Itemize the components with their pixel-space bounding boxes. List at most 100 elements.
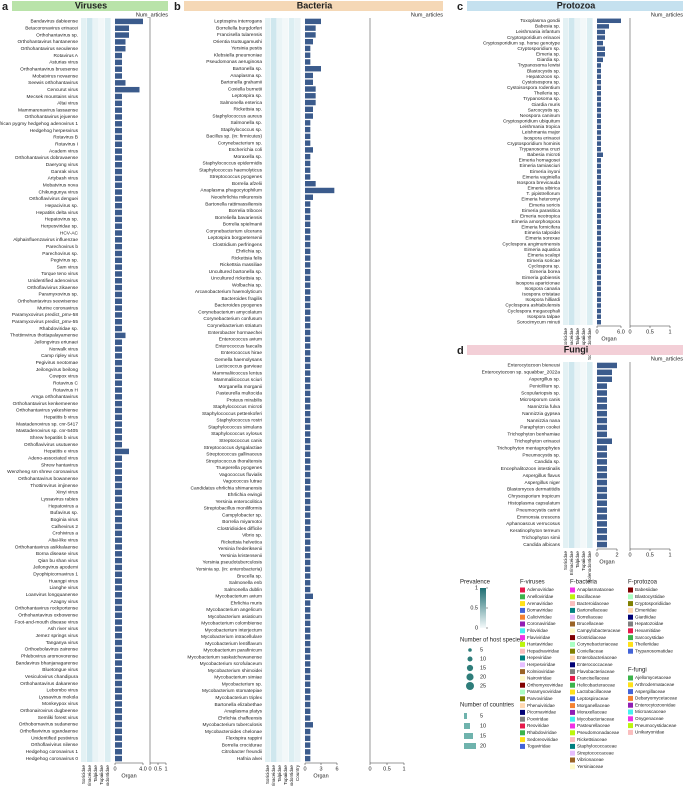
legend-label: Arthrodermataceae <box>635 682 675 687</box>
x-tick-label: 2 <box>615 552 618 558</box>
row-label: Altai virus <box>57 101 78 107</box>
bar <box>115 175 122 182</box>
row-label: Orthoflavivirus denguei <box>29 196 78 202</box>
legend-label: Enterococcaceae <box>577 662 613 667</box>
x-tick-label: 0 <box>148 766 151 772</box>
bar <box>597 91 601 96</box>
column-label: Talpidae <box>575 551 580 569</box>
row-label: Mastadenovirus sp. cnr-5417 <box>16 421 78 427</box>
bar <box>597 514 607 520</box>
row-label: Giardia muris <box>531 102 560 108</box>
bar <box>597 113 601 118</box>
heatmap-column <box>569 362 575 548</box>
row-label: Isospora erinacei <box>523 135 560 141</box>
bar <box>597 180 601 185</box>
heatmap-column <box>575 362 581 548</box>
bar <box>115 73 122 79</box>
row-label: Staphylococcus rostri <box>216 418 262 424</box>
legend-swatch <box>570 628 575 634</box>
legend-swatch <box>628 648 633 654</box>
row-label: Borrelia spielmanii <box>223 222 262 228</box>
row-label: Yersinia frederiksenii <box>218 546 262 552</box>
legend-swatch <box>520 696 525 702</box>
row-label: Microsporum canis <box>520 397 561 403</box>
bar <box>115 39 126 45</box>
row-label: Clostridioides difficile <box>217 526 262 532</box>
panel-title: Protozoa <box>557 0 596 10</box>
bar <box>115 168 122 175</box>
row-label: Jeilongvirus beilong <box>36 367 78 373</box>
bar <box>597 74 601 79</box>
bar <box>115 660 122 666</box>
row-label: Corynebacterium confusum <box>203 316 262 322</box>
column-label: Soricidae <box>563 328 568 348</box>
bar <box>305 451 311 457</box>
bar <box>305 126 311 133</box>
row-label: Enterobacter hormaechei <box>208 330 262 336</box>
row-label: Orthoebolavirus zairense <box>25 647 79 653</box>
x-tick-label: 1 <box>668 329 671 335</box>
row-label: Aspergillus sp. <box>529 376 560 382</box>
legend-swatch <box>570 607 575 613</box>
row-label: Uncultured rickettsia sp. <box>211 276 262 282</box>
legend-label: Leptospiraceae <box>577 696 609 701</box>
bar <box>305 99 316 106</box>
bar <box>597 52 605 57</box>
bar <box>305 329 311 336</box>
bar <box>597 466 607 472</box>
legend-swatch <box>520 682 525 688</box>
legend-swatch <box>520 675 525 681</box>
bar <box>115 223 122 229</box>
bar <box>115 93 122 100</box>
legend-swatch <box>570 635 575 641</box>
row-label: Hepatitis b virus <box>44 415 79 421</box>
row-label: Salmonella enb <box>229 580 262 586</box>
row-label: Corynebacterium sp. <box>218 140 262 146</box>
bar <box>305 38 313 45</box>
row-label: Monkeypox virus <box>42 701 79 707</box>
row-label: Orthohantavirus bowanense <box>18 476 78 482</box>
legend-title: F-viruses <box>520 580 545 586</box>
legend-label: Paramyxoviridae <box>527 689 562 694</box>
bar <box>597 528 607 534</box>
row-label: Mycobacterium colombiense <box>201 621 262 627</box>
bar <box>115 182 122 188</box>
legend-swatch <box>520 648 525 654</box>
row-label: Foot-and-mouth disease virus <box>15 619 79 625</box>
column-header: Num_articles <box>651 12 683 18</box>
column-label: Solenodontidae <box>289 765 294 786</box>
row-label: Eimeria parasitica <box>522 208 560 214</box>
row-label: Asturias virus <box>49 60 78 66</box>
legend-swatch <box>570 730 575 736</box>
row-label: Isospora talpae <box>527 314 560 320</box>
bar <box>597 390 607 396</box>
bar <box>115 571 122 578</box>
row-label: Isospora brevicauda <box>517 180 561 186</box>
bar <box>597 119 601 124</box>
row-label: Giardia sp. <box>537 57 560 63</box>
legend-size-label: 15 <box>480 733 486 739</box>
row-label: Eimeria hornagosei <box>519 158 560 164</box>
column-label: Talpidae <box>277 765 282 783</box>
row-label: Eimeria scalopi <box>527 252 560 258</box>
row-label: Ash river virus <box>48 626 79 632</box>
bar <box>597 431 607 438</box>
bar <box>305 647 311 654</box>
row-label: Orthoflavivirus zikaense <box>27 285 78 291</box>
bar <box>305 525 311 532</box>
bar <box>305 343 311 349</box>
row-label: Eimeria soricae <box>527 258 560 264</box>
bar <box>597 57 603 63</box>
legend-label: Hantaviridae <box>527 642 553 647</box>
bar <box>115 721 122 728</box>
legend-swatch <box>520 594 525 600</box>
bar <box>597 96 601 102</box>
x-tick-label: 3 <box>319 766 322 772</box>
legend-label: Ajellomycetaceae <box>635 675 671 680</box>
row-label: T. pipistrellorum <box>526 191 560 197</box>
bar <box>115 107 122 113</box>
row-label: Eimeria talpoidei <box>525 230 560 236</box>
bar <box>115 291 122 298</box>
bar <box>597 197 601 202</box>
bar <box>115 271 122 277</box>
